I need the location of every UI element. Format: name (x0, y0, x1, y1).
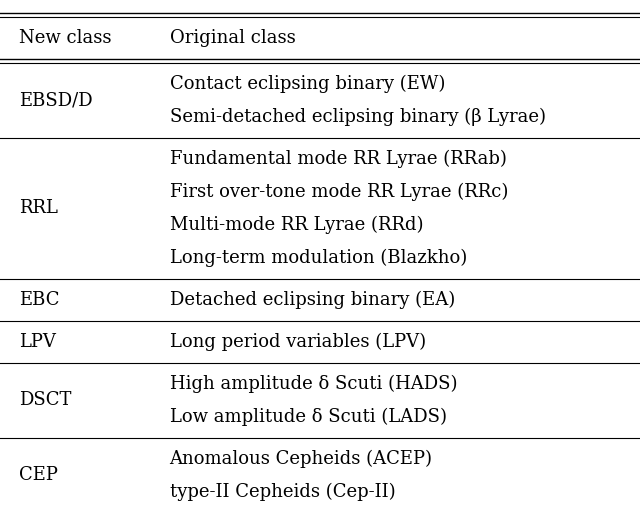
Text: Multi-mode RR Lyrae (RRd): Multi-mode RR Lyrae (RRd) (170, 215, 423, 234)
Text: Original class: Original class (170, 29, 295, 47)
Text: type-II Cepheids (Cep-II): type-II Cepheids (Cep-II) (170, 483, 396, 501)
Text: First over-tone mode RR Lyrae (RRc): First over-tone mode RR Lyrae (RRc) (170, 183, 508, 201)
Text: Long-term modulation (Blazkho): Long-term modulation (Blazkho) (170, 249, 467, 267)
Text: CEP: CEP (19, 466, 58, 484)
Text: High amplitude δ Scuti (HADS): High amplitude δ Scuti (HADS) (170, 374, 457, 392)
Text: Semi-detached eclipsing binary (β Lyrae): Semi-detached eclipsing binary (β Lyrae) (170, 107, 545, 126)
Text: RRL: RRL (19, 199, 58, 218)
Text: Fundamental mode RR Lyrae (RRab): Fundamental mode RR Lyrae (RRab) (170, 150, 506, 168)
Text: Contact eclipsing binary (EW): Contact eclipsing binary (EW) (170, 75, 445, 93)
Text: DSCT: DSCT (19, 391, 72, 409)
Text: Detached eclipsing binary (EA): Detached eclipsing binary (EA) (170, 291, 455, 309)
Text: LPV: LPV (19, 333, 56, 351)
Text: Long period variables (LPV): Long period variables (LPV) (170, 333, 426, 351)
Text: EBSD/D: EBSD/D (19, 91, 93, 109)
Text: Anomalous Cepheids (ACEP): Anomalous Cepheids (ACEP) (170, 449, 433, 467)
Text: New class: New class (19, 29, 112, 47)
Text: Low amplitude δ Scuti (LADS): Low amplitude δ Scuti (LADS) (170, 408, 447, 426)
Text: EBC: EBC (19, 291, 60, 309)
